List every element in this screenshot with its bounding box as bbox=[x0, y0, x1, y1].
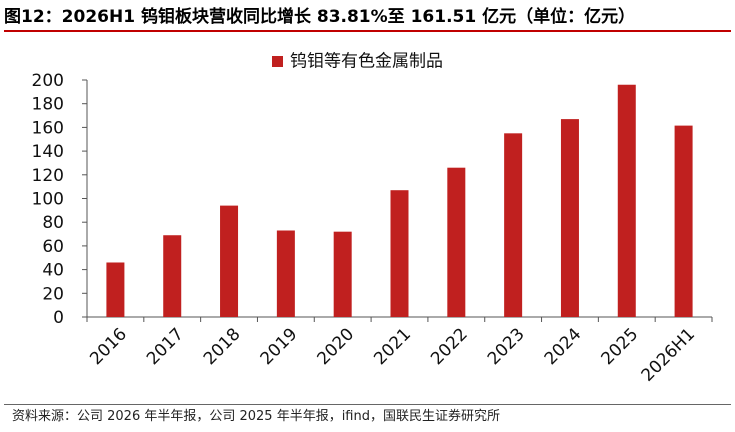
bar-2024 bbox=[560, 119, 579, 317]
bar-2026H1 bbox=[674, 125, 693, 317]
x-tick-label: 2019 bbox=[257, 324, 302, 369]
x-tick-label: 2022 bbox=[427, 324, 472, 369]
y-tick-label: 120 bbox=[32, 166, 64, 186]
x-tick-label: 2024 bbox=[541, 324, 586, 369]
bar-2021 bbox=[390, 190, 409, 317]
x-tick-label: 2021 bbox=[370, 324, 415, 369]
bar-2022 bbox=[447, 167, 466, 317]
y-tick-label: 40 bbox=[42, 261, 64, 281]
x-tick-label: 2020 bbox=[313, 324, 358, 369]
bar-2025 bbox=[617, 84, 636, 318]
bar-2017 bbox=[163, 235, 182, 317]
y-tick-label: 100 bbox=[32, 190, 64, 210]
x-tick-label: 2023 bbox=[484, 324, 529, 369]
source-note: 资料来源：公司 2026 年半年报，公司 2025 年半年报，ifind，国联民… bbox=[12, 409, 500, 424]
chart-title: 图12：2026H1 钨钼板块营收同比增长 83.81%至 161.51 亿元（… bbox=[4, 7, 636, 27]
x-tick-label: 2018 bbox=[200, 324, 245, 369]
legend-swatch bbox=[272, 56, 283, 67]
y-tick-label: 180 bbox=[32, 95, 64, 115]
x-tick-label: 2017 bbox=[143, 324, 188, 369]
bar-2018 bbox=[220, 205, 239, 317]
y-tick-label: 200 bbox=[32, 71, 64, 91]
footer-divider bbox=[4, 404, 731, 405]
y-tick-label: 60 bbox=[42, 237, 64, 257]
legend-label: 钨钼等有色金属制品 bbox=[290, 52, 443, 72]
bar-2023 bbox=[504, 133, 523, 317]
y-tick-label: 0 bbox=[53, 308, 64, 328]
y-tick-label: 160 bbox=[32, 118, 64, 138]
x-tick-label: 2025 bbox=[598, 324, 643, 369]
y-tick-label: 20 bbox=[42, 284, 64, 304]
x-tick-label: 2016 bbox=[86, 324, 131, 369]
y-tick-label: 80 bbox=[42, 213, 64, 233]
bar-2020 bbox=[333, 231, 352, 317]
bar-2019 bbox=[276, 230, 295, 317]
bar-2016 bbox=[106, 262, 125, 317]
bar-chart: 钨钼等有色金属制品 0 20 40 60 80 100 120 140 160 180 200 2016… bbox=[32, 52, 713, 386]
y-tick-label: 140 bbox=[32, 142, 64, 162]
x-tick-label: 2026H1 bbox=[638, 324, 699, 385]
title-underline bbox=[4, 30, 731, 32]
